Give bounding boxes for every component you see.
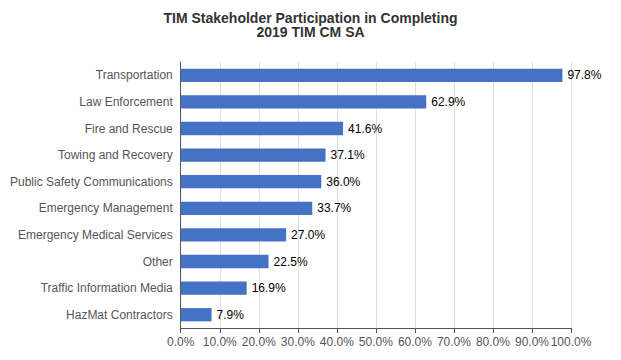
svg-text:2019 TIM CM SA: 2019 TIM CM SA: [256, 24, 364, 40]
svg-text:36.0%: 36.0%: [326, 175, 360, 189]
svg-text:7.9%: 7.9%: [217, 308, 245, 322]
svg-text:70.0%: 70.0%: [437, 335, 471, 349]
svg-text:50.0%: 50.0%: [359, 335, 393, 349]
svg-text:Fire and Rescue: Fire and Rescue: [85, 122, 173, 136]
svg-text:62.9%: 62.9%: [431, 95, 465, 109]
svg-text:30.0%: 30.0%: [281, 335, 315, 349]
svg-text:10.0%: 10.0%: [203, 335, 237, 349]
svg-text:Towing and Recovery: Towing and Recovery: [58, 148, 173, 162]
svg-text:Public Safety Communications: Public Safety Communications: [10, 175, 173, 189]
svg-text:Emergency Management: Emergency Management: [39, 201, 174, 215]
svg-text:HazMat Contractors: HazMat Contractors: [66, 308, 173, 322]
svg-text:80.0%: 80.0%: [476, 335, 510, 349]
svg-text:60.0%: 60.0%: [398, 335, 432, 349]
svg-text:Traffic Information Media: Traffic Information Media: [41, 281, 173, 295]
svg-text:0.0%: 0.0%: [167, 335, 195, 349]
svg-text:Transportation: Transportation: [96, 68, 173, 82]
svg-text:Law Enforcement: Law Enforcement: [79, 95, 173, 109]
svg-text:90.0%: 90.0%: [515, 335, 549, 349]
svg-text:100.0%: 100.0%: [551, 335, 592, 349]
svg-text:Other: Other: [143, 255, 173, 269]
svg-text:97.8%: 97.8%: [567, 68, 601, 82]
svg-text:TIM Stakeholder Participation: TIM Stakeholder Participation in Complet…: [163, 10, 458, 26]
svg-text:27.0%: 27.0%: [291, 228, 325, 242]
svg-text:22.5%: 22.5%: [274, 255, 308, 269]
svg-text:41.6%: 41.6%: [348, 122, 382, 136]
svg-text:Emergency Medical Services: Emergency Medical Services: [18, 228, 173, 242]
svg-text:33.7%: 33.7%: [317, 201, 351, 215]
svg-text:16.9%: 16.9%: [252, 281, 286, 295]
svg-text:37.1%: 37.1%: [331, 148, 365, 162]
svg-text:40.0%: 40.0%: [320, 335, 354, 349]
svg-text:20.0%: 20.0%: [242, 335, 276, 349]
